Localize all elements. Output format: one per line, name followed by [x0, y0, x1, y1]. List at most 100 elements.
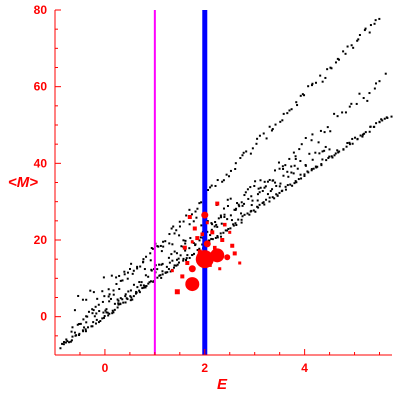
- black-point: [363, 29, 366, 32]
- black-point: [92, 309, 95, 312]
- black-point: [380, 118, 383, 121]
- black-point: [284, 185, 287, 188]
- black-point: [358, 92, 361, 95]
- black-point: [152, 280, 155, 283]
- black-point: [206, 230, 209, 233]
- red-point: [200, 232, 205, 237]
- black-point: [87, 310, 90, 313]
- black-point: [226, 229, 229, 232]
- black-point: [70, 339, 73, 342]
- black-point: [217, 217, 220, 220]
- black-point: [310, 139, 313, 142]
- black-point: [241, 215, 244, 218]
- black-point: [61, 342, 64, 345]
- black-point: [355, 102, 358, 105]
- black-point: [233, 208, 236, 211]
- black-point: [297, 178, 300, 181]
- black-point: [108, 300, 111, 303]
- black-point: [235, 224, 238, 227]
- black-point: [179, 254, 182, 257]
- black-point: [92, 321, 95, 324]
- black-point: [375, 122, 378, 125]
- black-point: [185, 259, 188, 262]
- black-point: [85, 321, 88, 324]
- black-point: [320, 163, 323, 166]
- black-point: [258, 191, 261, 194]
- black-point: [129, 299, 132, 302]
- x-tick-label: 4: [301, 361, 308, 375]
- black-point: [293, 164, 296, 167]
- black-point: [188, 223, 191, 226]
- black-point: [136, 286, 139, 289]
- black-point: [130, 296, 133, 299]
- black-point: [140, 281, 143, 284]
- black-point: [330, 67, 333, 70]
- black-point: [303, 174, 306, 177]
- black-point: [286, 112, 289, 115]
- black-point: [126, 277, 129, 280]
- black-point: [373, 87, 376, 90]
- black-point: [161, 270, 164, 273]
- black-point: [266, 193, 269, 196]
- black-point: [210, 228, 213, 231]
- red-point: [230, 243, 235, 248]
- red-point: [170, 269, 174, 273]
- black-point: [272, 179, 275, 182]
- black-point: [282, 112, 285, 115]
- black-point: [334, 61, 337, 64]
- black-point: [227, 227, 230, 230]
- black-point: [117, 303, 120, 306]
- black-point: [222, 207, 225, 210]
- black-point: [356, 39, 359, 42]
- black-point: [66, 340, 69, 343]
- black-point: [304, 137, 307, 140]
- black-point: [310, 168, 313, 171]
- black-point: [372, 125, 375, 128]
- red-point: [232, 251, 237, 256]
- black-point: [78, 322, 81, 325]
- black-point: [85, 298, 88, 301]
- black-point: [144, 285, 147, 288]
- black-point: [132, 295, 135, 298]
- black-point: [300, 143, 303, 146]
- black-point: [121, 279, 124, 282]
- black-point: [308, 152, 311, 155]
- ticks-layer: 0 20 40 60 80 0 2 4: [34, 3, 381, 375]
- black-point: [191, 254, 194, 257]
- black-point: [226, 218, 229, 221]
- black-point: [229, 197, 232, 200]
- black-point: [180, 245, 183, 248]
- black-point: [94, 322, 97, 325]
- black-point: [266, 180, 269, 183]
- black-point: [323, 149, 326, 152]
- black-point: [91, 308, 94, 311]
- black-point: [132, 269, 135, 272]
- black-point: [237, 203, 240, 206]
- y-tick-label: 80: [34, 3, 48, 17]
- black-point: [312, 167, 315, 170]
- black-point: [338, 150, 341, 153]
- black-point: [168, 261, 171, 264]
- black-point: [314, 81, 317, 84]
- black-point: [342, 148, 345, 151]
- black-point: [243, 194, 246, 197]
- black-point: [173, 232, 176, 235]
- black-point: [182, 239, 185, 242]
- black-point: [268, 200, 271, 203]
- black-point: [138, 281, 141, 284]
- black-point: [108, 293, 111, 296]
- black-point: [351, 137, 354, 140]
- black-point: [158, 274, 161, 277]
- red-point: [195, 236, 200, 241]
- black-point: [265, 137, 268, 140]
- black-point: [149, 252, 152, 255]
- black-point: [344, 52, 347, 55]
- black-point: [223, 216, 226, 219]
- black-point: [167, 268, 170, 271]
- black-point: [117, 299, 120, 302]
- black-point: [94, 305, 97, 308]
- black-point: [336, 149, 339, 152]
- black-point: [178, 220, 181, 223]
- black-point: [110, 274, 113, 277]
- black-point: [89, 289, 92, 292]
